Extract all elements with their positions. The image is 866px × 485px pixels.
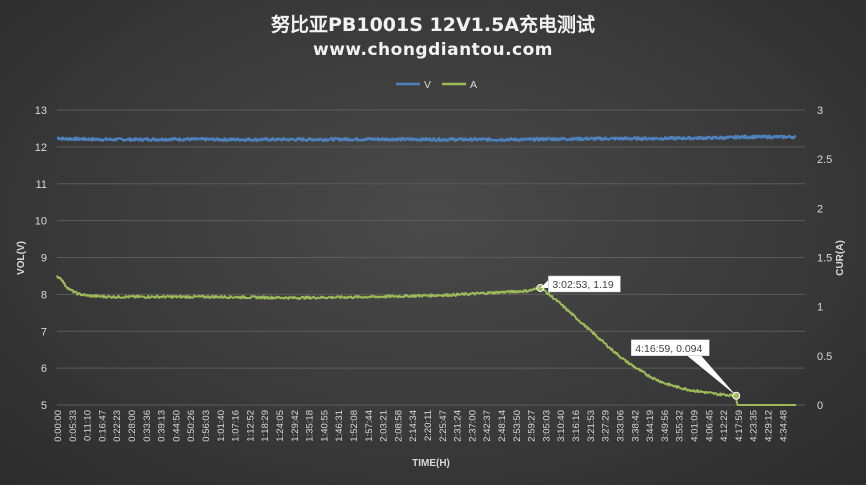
series-line-V (56, 134, 797, 142)
x-tick-label: 0:11:10 (83, 410, 94, 441)
x-tick-label: 0:56:03 (201, 410, 212, 442)
annotation-label: 4:16:59, 0.094 (635, 343, 702, 355)
annotation-box (630, 339, 710, 357)
x-tick-label: 3:44:19 (645, 410, 656, 442)
y2-tick-label: 1 (817, 302, 823, 314)
y-tick-label: 11 (36, 179, 47, 191)
x-axis-title: TIME(H) (412, 458, 450, 469)
x-tick-label: 3:10:40 (556, 410, 567, 442)
x-tick-label: 3:38:42 (630, 410, 641, 442)
legend-label: V (424, 79, 431, 91)
x-tick-label: 4:01:09 (689, 410, 700, 442)
x-tick-label: 0:50:26 (186, 410, 197, 442)
annotation-pointer (540, 279, 549, 288)
x-tick-label: 1:35:18 (305, 410, 316, 442)
chart-title: 努比亚PB1001S 12V1.5A充电测试 (270, 14, 596, 36)
x-tick-label: 2:59:27 (527, 410, 538, 442)
x-tick-label: 0:05:33 (68, 410, 79, 442)
y-tick-label: 6 (41, 363, 47, 375)
y2-tick-label: 0 (817, 400, 823, 412)
annotation-label: 3:02:53, 1.19 (552, 279, 613, 291)
x-tick-label: 0:16:47 (97, 410, 108, 442)
x-tick-label: 3:49:56 (660, 410, 671, 442)
x-tick-label: 1:01:40 (216, 410, 227, 442)
x-tick-label: 1:52:08 (349, 410, 360, 442)
x-tick-label: 0:00:00 (53, 410, 64, 442)
x-tick-label: 3:16:16 (571, 410, 582, 442)
x-tick-label: 1:18:29 (260, 410, 271, 442)
x-tick-label: 2:14:34 (408, 410, 419, 442)
x-tick-label: 1:46:31 (334, 410, 345, 442)
chart-subtitle: www.chongdiantou.com (312, 40, 554, 60)
x-tick-label: 3:05:03 (541, 410, 552, 442)
gridlines (57, 109, 805, 406)
y-axis-right: 0 0.5 1 1.5 2 2.5 3 (817, 105, 832, 412)
x-tick-label: 1:40:55 (319, 410, 330, 442)
y2-tick-label: 2 (817, 203, 823, 215)
x-tick-label: 2:25:47 (438, 410, 449, 442)
x-tick-label: 0:44:50 (171, 410, 182, 442)
legend-label: A (470, 79, 477, 91)
y-axis-title: VOL(V) (16, 241, 27, 275)
y-tick-label: 10 (35, 216, 47, 228)
x-tick-label: 0:39:13 (157, 410, 168, 442)
y-tick-label: 13 (35, 105, 47, 117)
x-tick-label: 3:27:29 (601, 410, 612, 442)
y-tick-label: 9 (41, 253, 47, 265)
y2-tick-label: 2.5 (817, 154, 832, 166)
x-axis: 0:00:00 0:05:33 0:11:10 0:16:47 0:22:23 0:28:… (53, 410, 789, 442)
y-axis-left: 5 6 7 8 9 10 11 12 13 (35, 105, 47, 412)
x-tick-label: 0:33:36 (142, 410, 153, 442)
series-line-A (56, 275, 797, 406)
annotations: 3:02:53, 1.19 4:16:59, 0.094 (536, 275, 741, 400)
x-tick-label: 1:57:44 (364, 410, 375, 442)
x-tick-label: 1:24:05 (275, 410, 286, 442)
x-tick-label: 3:55:32 (675, 410, 686, 442)
x-tick-label: 4:06:45 (704, 410, 715, 442)
y-tick-label: 7 (41, 326, 47, 338)
x-tick-label: 4:17:59 (734, 410, 745, 442)
x-tick-label: 4:34:48 (778, 410, 789, 442)
x-tick-label: 2:48:14 (497, 410, 508, 442)
x-tick-label: 1:07:16 (231, 410, 242, 442)
y-tick-label: 5 (41, 400, 47, 412)
x-tick-label: 4:29:12 (763, 410, 774, 442)
annotation-pointer (687, 355, 737, 396)
x-tick-label: 2:31:24 (453, 410, 464, 442)
x-tick-label: 1:29:42 (290, 410, 301, 442)
x-tick-label: 3:33:06 (615, 410, 626, 442)
x-tick-label: 0:22:23 (112, 410, 123, 442)
x-tick-label: 0:28:00 (127, 410, 138, 442)
y2-tick-label: 3 (817, 105, 823, 117)
annotation-box (548, 275, 621, 293)
x-tick-label: 4:12:22 (719, 410, 730, 442)
plot-lines (56, 134, 797, 406)
y2-tick-label: 0.5 (817, 351, 832, 363)
x-tick-label: 4:23:35 (749, 410, 760, 442)
y2-tick-label: 1.5 (817, 253, 832, 265)
x-tick-label: 2:08:58 (393, 410, 404, 442)
y-tick-label: 8 (41, 289, 47, 301)
x-tick-label: 3:21:53 (586, 410, 597, 442)
x-tick-label: 1:12:52 (245, 410, 256, 442)
x-tick-label: 2:53:50 (512, 410, 523, 442)
x-tick-label: 2:37:00 (467, 410, 478, 442)
x-tick-label: 2:42:37 (482, 410, 493, 442)
x-tick-label: 2:03:21 (379, 410, 390, 442)
x-tick-label: 2:20:11 (423, 410, 434, 441)
y-tick-label: 12 (35, 142, 47, 154)
y2-axis-title: CUR(A) (835, 240, 846, 276)
